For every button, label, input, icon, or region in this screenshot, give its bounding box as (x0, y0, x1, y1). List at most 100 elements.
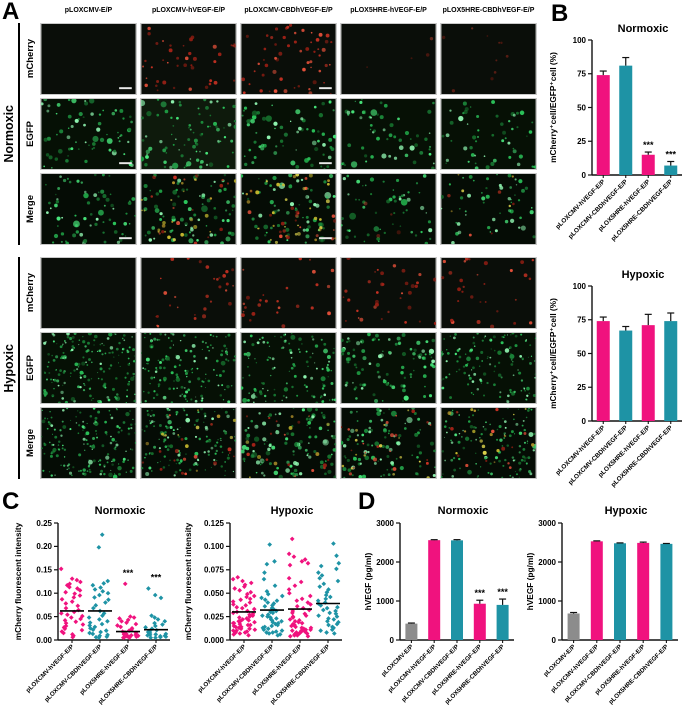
green-dot (411, 454, 414, 457)
green-dot (387, 350, 391, 354)
green-dot (382, 180, 385, 183)
y-tick-label: 1000 (376, 597, 394, 606)
micrograph-row-merge: Merge (21, 407, 537, 479)
green-dot (115, 440, 117, 443)
green-dot (290, 333, 293, 335)
green-dot (41, 102, 44, 106)
green-dot (112, 458, 116, 462)
red-dot (184, 472, 188, 476)
green-dot (374, 398, 379, 403)
green-dot (91, 444, 96, 449)
red-dot (204, 85, 209, 90)
green-dot (83, 239, 88, 243)
micrograph-cell (140, 257, 237, 329)
green-dot (111, 460, 113, 463)
green-dot (306, 220, 310, 224)
green-dot (210, 466, 212, 468)
green-dot (162, 215, 165, 218)
green-dot (225, 336, 227, 338)
red-dot (327, 311, 331, 316)
panel-b-label: B (551, 0, 569, 27)
green-dot (204, 240, 209, 244)
green-dot (459, 467, 461, 470)
scatter-point (262, 570, 267, 575)
green-dot (129, 469, 133, 473)
green-dot (322, 153, 325, 156)
red-dot (310, 306, 314, 310)
green-dot (119, 238, 123, 242)
green-dot (197, 377, 201, 381)
green-dot (390, 461, 394, 465)
green-dot (194, 336, 197, 339)
green-dot (333, 420, 336, 423)
green-dot (167, 419, 172, 425)
green-dot (244, 107, 246, 109)
red-dot (257, 62, 260, 66)
green-dot (305, 195, 310, 199)
red-dot (259, 89, 263, 93)
green-dot (125, 212, 128, 215)
green-dot (379, 115, 384, 120)
red-dot (410, 284, 415, 289)
green-dot (346, 340, 349, 344)
green-dot (179, 359, 182, 362)
green-dot (162, 440, 166, 443)
red-dot (416, 281, 419, 285)
green-dot (522, 448, 526, 451)
green-dot (444, 459, 447, 462)
red-dot (411, 409, 416, 414)
y-tick-label: 3000 (376, 519, 394, 528)
green-dot (55, 355, 59, 359)
red-dot (207, 236, 210, 239)
green-dot (441, 350, 443, 353)
green-dot (294, 208, 298, 212)
green-dot (159, 212, 163, 216)
micrograph-image (41, 174, 136, 244)
green-dot (224, 410, 228, 414)
green-dot (326, 165, 330, 169)
green-dot (286, 460, 290, 465)
green-dot (495, 114, 499, 118)
red-dot (505, 54, 509, 58)
green-dot (175, 413, 178, 416)
green-dot (157, 385, 160, 388)
green-dot (195, 396, 197, 398)
green-dot (117, 131, 119, 134)
green-dot (422, 174, 427, 178)
green-dot (154, 421, 156, 423)
green-dot (323, 348, 328, 354)
green-dot (43, 99, 48, 102)
green-dot (204, 425, 208, 429)
scatter-point (240, 578, 245, 584)
micrograph-row-egfp: EGFP (21, 98, 537, 170)
green-dot (48, 201, 51, 205)
chart-title: Normoxic (95, 505, 146, 517)
green-dot (203, 412, 207, 416)
green-dot (398, 195, 402, 199)
micrograph-image (141, 408, 236, 478)
green-dot (166, 448, 170, 451)
scatter-point (336, 560, 342, 566)
red-dot (463, 430, 467, 433)
green-dot (89, 445, 92, 448)
green-dot (108, 333, 113, 337)
red-dot (501, 446, 506, 451)
green-dot (473, 372, 477, 376)
green-dot (518, 444, 522, 448)
green-dot (288, 174, 293, 178)
green-dot (150, 420, 154, 424)
green-dot (260, 146, 265, 151)
green-dot (130, 423, 133, 426)
green-dot (493, 383, 496, 387)
green-dot (333, 348, 335, 350)
green-dot (71, 348, 74, 352)
red-dot (231, 268, 235, 272)
green-dot (297, 445, 302, 450)
green-dot (149, 451, 151, 454)
micrograph-image (141, 99, 236, 169)
green-dot (65, 241, 69, 244)
green-dot (304, 448, 308, 452)
green-dot (43, 137, 48, 142)
y-tick-label: 2000 (376, 558, 394, 567)
green-dot (97, 377, 100, 380)
